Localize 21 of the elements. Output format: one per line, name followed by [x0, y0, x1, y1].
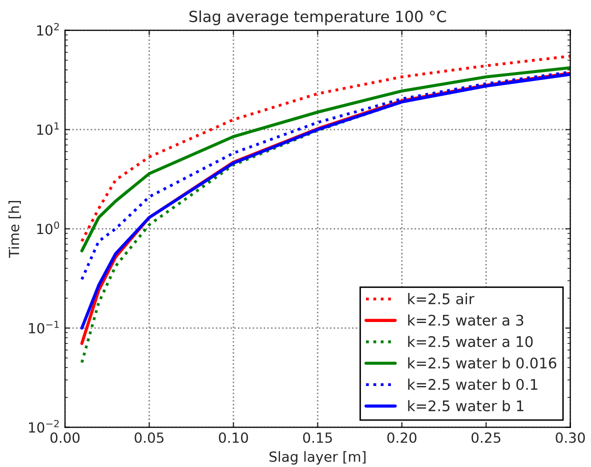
- legend-label: k=2.5 water b 1: [408, 400, 524, 412]
- legend-label: k=2.5 water a 3: [408, 314, 524, 326]
- x-tick-label: 0.15: [303, 432, 332, 443]
- legend-label: k=2.5 water a 10: [408, 336, 533, 348]
- x-tick-label: 0.25: [472, 432, 500, 443]
- x-tick-label: 0.20: [387, 432, 416, 443]
- y-tick-label: 10$^{2}$: [37, 22, 59, 36]
- x-tick-label: 0.05: [134, 432, 164, 443]
- legend-label: k=2.5 water b 0.016: [408, 357, 556, 369]
- y-tick-label: 10$^{−2}$: [29, 420, 59, 433]
- x-tick-label: 0.30: [556, 432, 585, 443]
- y-tick-label: 10$^{1}$: [37, 122, 59, 135]
- legend-label: k=2.5 air: [408, 293, 474, 304]
- x-tick-label: 0.10: [218, 432, 248, 443]
- y-tick-label: 10$^{−1}$: [29, 320, 59, 334]
- chart-title: Slag average temperature 100 °C: [189, 10, 446, 26]
- y-axis-title: Time [h]: [8, 201, 21, 258]
- legend-label: k=2.5 water b 0.1: [408, 378, 538, 390]
- x-tick-label: 0.00: [50, 432, 80, 443]
- y-tick-label: 10$^{0}$: [37, 221, 60, 234]
- x-axis-title: Slag layer [m]: [270, 451, 366, 465]
